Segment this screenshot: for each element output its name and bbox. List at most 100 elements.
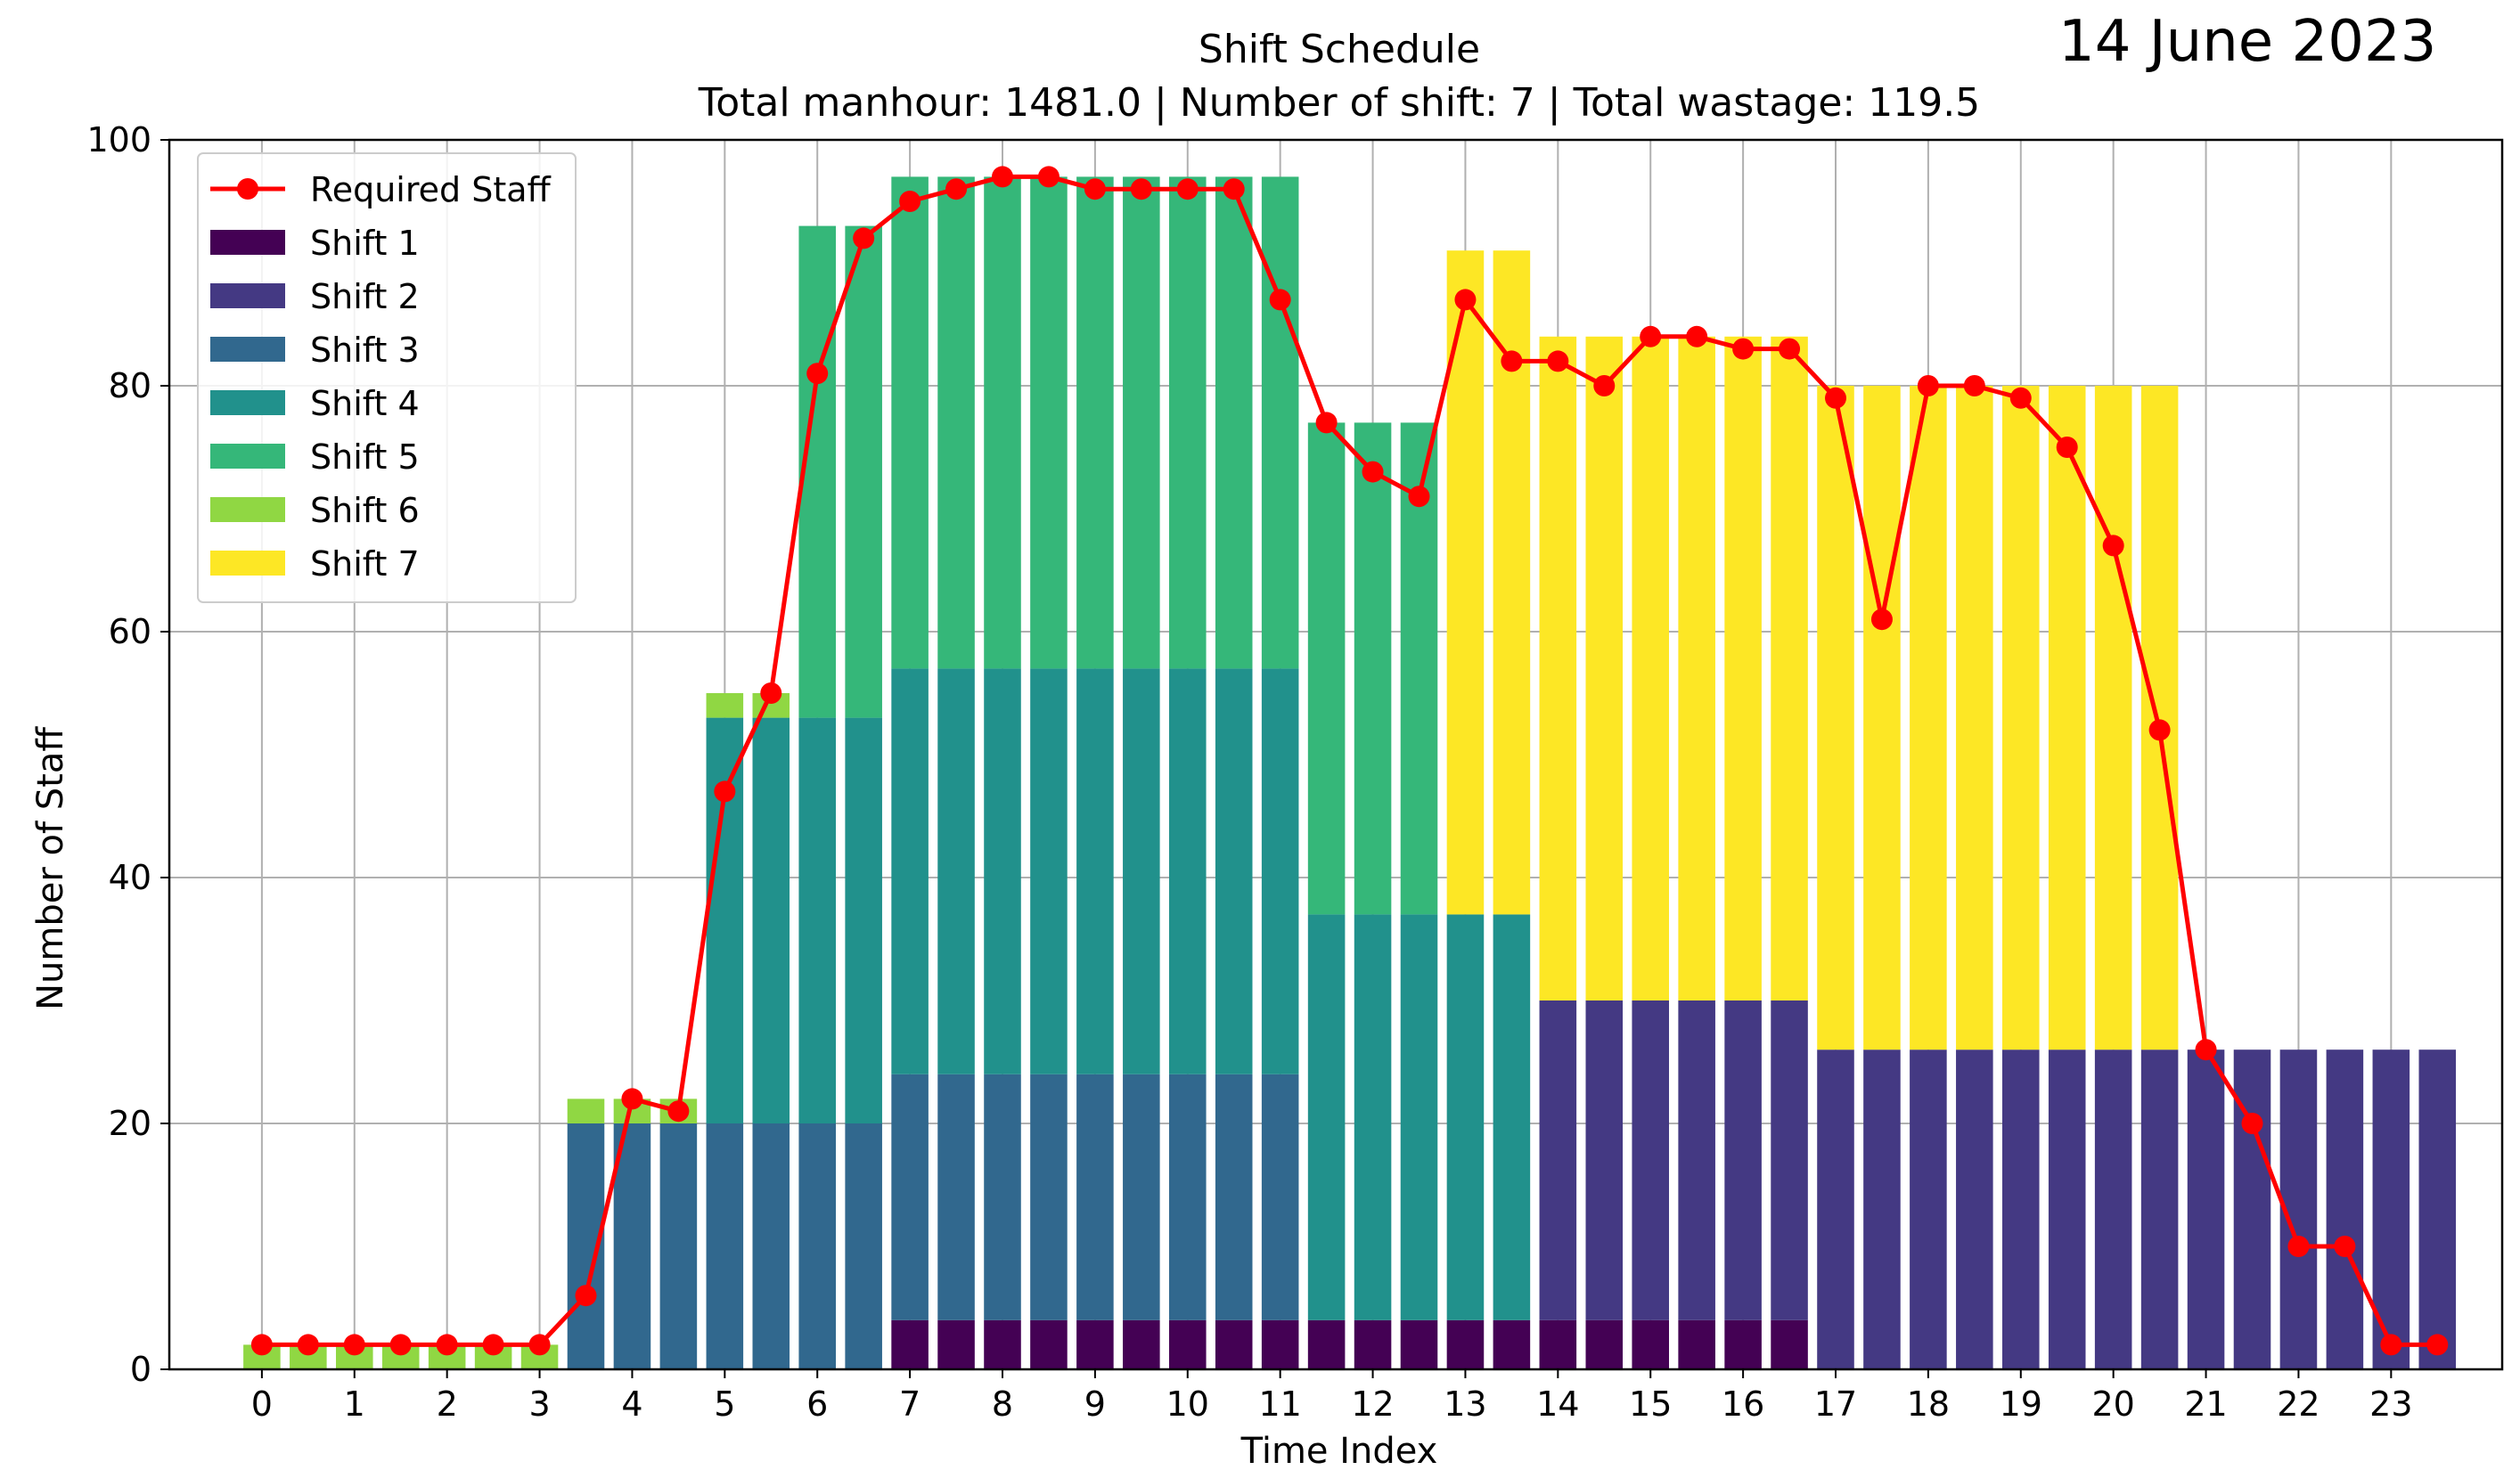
bar-shift-2 xyxy=(1863,1049,1901,1369)
required-staff-point xyxy=(621,1088,643,1110)
legend-patch xyxy=(210,390,285,415)
required-staff-point xyxy=(1547,350,1569,372)
legend-patch xyxy=(210,497,285,522)
bar-shift-4 xyxy=(752,717,790,1123)
required-staff-point xyxy=(1176,178,1199,200)
required-staff-point xyxy=(806,363,829,385)
x-tick-label: 18 xyxy=(1907,1384,1950,1424)
x-tick-label: 3 xyxy=(528,1384,550,1424)
bar-shift-1 xyxy=(1169,1319,1207,1369)
bar-shift-2 xyxy=(2418,1049,2457,1369)
bar-shift-5 xyxy=(1123,176,1160,669)
legend-patch xyxy=(210,337,285,362)
bar-shift-1 xyxy=(1354,1319,1392,1369)
x-tick-label: 14 xyxy=(1536,1384,1579,1424)
required-staff-point xyxy=(853,227,875,249)
bar-shift-7 xyxy=(1493,250,1531,915)
x-tick-label: 17 xyxy=(1814,1384,1857,1424)
bar-shift-1 xyxy=(1632,1319,1669,1369)
required-staff-point xyxy=(2241,1113,2263,1134)
x-tick-label: 11 xyxy=(1258,1384,1301,1424)
x-tick-label: 2 xyxy=(437,1384,458,1424)
required-staff-point xyxy=(899,191,921,212)
x-tick-label: 0 xyxy=(251,1384,273,1424)
bar-shift-7 xyxy=(1724,336,1762,1000)
x-tick-label: 21 xyxy=(2184,1384,2227,1424)
required-staff-point xyxy=(250,1334,273,1356)
bar-shift-7 xyxy=(1956,386,1993,1050)
bar-shift-3 xyxy=(1123,1074,1160,1320)
bar-shift-4 xyxy=(845,717,882,1123)
required-staff-point xyxy=(945,178,968,200)
bar-shift-1 xyxy=(1493,1319,1531,1369)
bar-shift-4 xyxy=(1169,668,1207,1074)
bar-shift-4 xyxy=(1123,668,1160,1074)
x-tick-label: 10 xyxy=(1166,1384,1209,1424)
required-staff-point xyxy=(528,1334,551,1356)
bar-shift-3 xyxy=(1076,1074,1114,1320)
legend-entry-label: Shift 2 xyxy=(310,277,420,316)
legend-entry-label: Shift 3 xyxy=(310,331,420,370)
required-staff-point xyxy=(1686,325,1708,347)
bar-shift-1 xyxy=(1076,1319,1114,1369)
bar-shift-7 xyxy=(2094,386,2132,1050)
bar-shift-2 xyxy=(1771,1000,1808,1320)
required-staff-point xyxy=(482,1334,504,1356)
bar-shift-3 xyxy=(752,1123,790,1369)
x-tick-label: 20 xyxy=(2091,1384,2134,1424)
x-tick-label: 5 xyxy=(714,1384,735,1424)
chart-title: Shift Schedule xyxy=(1199,27,1480,72)
legend-patch xyxy=(210,230,285,255)
bar-shift-1 xyxy=(891,1319,929,1369)
bar-shift-3 xyxy=(984,1074,1021,1320)
required-staff-point xyxy=(1084,178,1106,200)
bar-shift-1 xyxy=(1307,1319,1346,1369)
x-tick-label: 23 xyxy=(2369,1384,2412,1424)
x-tick-label: 4 xyxy=(621,1384,642,1424)
plot-frame xyxy=(168,138,2504,1371)
legend-patch xyxy=(210,444,285,469)
bar-shift-5 xyxy=(1307,422,1346,915)
bar-shift-4 xyxy=(706,717,744,1123)
y-tick-label: 20 xyxy=(109,1104,151,1143)
x-axis-label: Time Index xyxy=(1240,1431,1438,1470)
required-staff-point xyxy=(760,682,782,704)
bar-shift-1 xyxy=(1446,1319,1485,1369)
bar-shift-1 xyxy=(1539,1319,1577,1369)
bar-shift-2 xyxy=(2140,1049,2179,1369)
x-tick-label: 9 xyxy=(1084,1384,1106,1424)
x-tick-label: 1 xyxy=(344,1384,365,1424)
x-tick-label: 15 xyxy=(1629,1384,1672,1424)
bar-shift-1 xyxy=(1123,1319,1160,1369)
required-staff-point xyxy=(2102,535,2124,557)
x-tick-label: 7 xyxy=(899,1384,920,1424)
required-staff-point xyxy=(1269,289,1291,311)
bar-shift-7 xyxy=(2048,386,2086,1050)
bar-shift-1 xyxy=(984,1319,1021,1369)
bar-shift-3 xyxy=(845,1123,882,1369)
bar-shift-2 xyxy=(1956,1049,1993,1369)
bar-shift-7 xyxy=(1771,336,1808,1000)
bar-shift-4 xyxy=(1493,914,1531,1320)
bar-shift-7 xyxy=(1632,336,1669,1000)
bar-shift-4 xyxy=(1030,668,1068,1074)
bar-shift-5 xyxy=(1261,176,1299,669)
bar-shift-1 xyxy=(1030,1319,1068,1369)
bar-shift-3 xyxy=(1030,1074,1068,1320)
bar-shift-1 xyxy=(1400,1319,1438,1369)
bar-shift-2 xyxy=(1678,1000,1715,1320)
bar-shift-2 xyxy=(2187,1049,2225,1369)
x-tick-label: 8 xyxy=(992,1384,1013,1424)
bar-shift-3 xyxy=(1169,1074,1207,1320)
legend-entry-label: Required Staff xyxy=(310,170,552,209)
required-staff-polyline xyxy=(261,174,2438,1347)
required-staff-point xyxy=(2426,1334,2449,1356)
bar-shift-4 xyxy=(891,668,929,1074)
bar-shift-2 xyxy=(2233,1049,2271,1369)
legend-marker xyxy=(237,178,258,200)
bars xyxy=(243,176,2457,1369)
bar-shift-5 xyxy=(845,225,882,718)
bar-shift-3 xyxy=(937,1074,975,1320)
x-tick-label: 16 xyxy=(1722,1384,1764,1424)
y-tick-label: 60 xyxy=(109,612,151,651)
